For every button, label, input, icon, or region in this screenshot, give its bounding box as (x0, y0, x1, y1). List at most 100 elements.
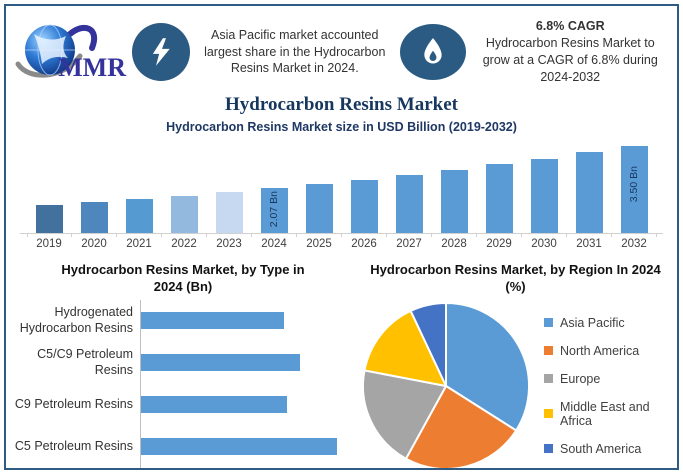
bar-cell-2032: 3.50 Bn (612, 146, 657, 233)
legend-item: Middle East and Africa (544, 400, 677, 428)
bar-cell-2024: 2.07 Bn (252, 188, 297, 233)
legend-item: Asia Pacific (544, 316, 677, 330)
year-label-2027: 2027 (387, 234, 432, 256)
legend-swatch-icon (544, 444, 553, 454)
type-label: Hydrogenated Hydrocarbon Resins (19, 305, 133, 335)
type-bar-track (140, 425, 354, 468)
year-label-2029: 2029 (477, 234, 522, 256)
region-legend: Asia Pacific North America Europe Middle Ea… (534, 302, 677, 468)
callout-market-share: Asia Pacific market accounted largest sh… (196, 27, 394, 78)
bar-2022 (170, 196, 198, 233)
bar-cell-2023 (207, 192, 252, 233)
mmr-logo: MMR (14, 14, 126, 91)
type-label: C9 Petroleum Resins (14, 396, 133, 411)
logo-text: MMR (58, 52, 126, 82)
year-label-2019: 2019 (26, 234, 72, 256)
type-bar-track (140, 341, 354, 384)
year-label-2023: 2023 (207, 234, 252, 256)
bar-2030 (530, 159, 558, 233)
type-label: C5/C9 Petroleum Resins (37, 347, 133, 377)
pie-slice-middle-east-and-africa (363, 309, 447, 387)
type-bar (141, 438, 337, 456)
bar-cell-2021 (117, 199, 162, 233)
bar-cell-2030 (522, 159, 567, 233)
callout-share-text: Asia Pacific market accounted largest sh… (204, 27, 386, 76)
flame-icon (399, 24, 466, 80)
type-row: C5/C9 Petroleum Resins (12, 341, 354, 384)
market-size-bars: 2.07 Bn 3.50 Bn (20, 136, 663, 234)
bar-cell-2025 (297, 184, 342, 233)
type-row: Hydrogenated Hydrocarbon Resins (12, 299, 354, 342)
bar-2019 (35, 205, 63, 233)
bar-cell-2029 (477, 164, 522, 233)
bottom-charts: Hydrocarbon Resins Market, by Type in 20… (6, 260, 677, 468)
type-bar (141, 396, 287, 414)
lightning-icon (132, 23, 190, 81)
pie-slice-south-america (409, 301, 447, 387)
legend-label: Europe (560, 371, 601, 386)
type-bar-track (140, 383, 354, 426)
bar-2024: 2.07 Bn (260, 188, 288, 233)
bar-2028 (440, 170, 468, 233)
type-label: C5 Petroleum Resins (14, 438, 133, 453)
year-label-2021: 2021 (117, 234, 162, 256)
lightning-bolt-glyph (152, 38, 170, 66)
legend-swatch-icon (544, 318, 553, 328)
year-label-2025: 2025 (297, 234, 342, 256)
legend-label: Middle East and Africa (560, 399, 650, 428)
legend-item: Europe (544, 372, 677, 386)
year-label-2026: 2026 (342, 234, 387, 256)
bar-cell-2027 (387, 175, 432, 233)
type-bar (141, 312, 284, 330)
bar-cell-2022 (162, 196, 207, 233)
type-row: C5 Petroleum Resins (12, 425, 354, 468)
year-label-2031: 2031 (567, 234, 612, 256)
flame-glyph (423, 38, 442, 64)
page-title: Hydrocarbon Resins Market (225, 94, 458, 115)
market-size-year-axis: 2019 2020 2021 2022 2023 2024 2025 2026 2027 2028… (20, 234, 663, 256)
bar-2026 (350, 180, 378, 233)
year-label-2032: 2032 (612, 234, 657, 256)
year-label-2020: 2020 (72, 234, 117, 256)
market-size-chart: Hydrocarbon Resins Market size in USD Bi… (20, 120, 663, 256)
bar-2027 (395, 175, 423, 233)
legend-label: North America (560, 343, 640, 358)
region-chart-title: Hydrocarbon Resins Market, by Region In … (370, 262, 661, 294)
legend-item: North America (544, 344, 677, 358)
bar-2032: 3.50 Bn (620, 146, 648, 233)
legend-swatch-icon (544, 346, 553, 356)
legend-swatch-icon (544, 374, 553, 384)
pie-slice-north-america (405, 384, 518, 468)
year-label-2024: 2024 (252, 234, 297, 256)
globe-icon (15, 24, 97, 78)
bar-cell-2020 (72, 202, 117, 233)
type-bar-track (140, 299, 354, 342)
bar-cell-2031 (567, 152, 612, 233)
legend-label: South America (560, 441, 642, 456)
bar-data-label-2024: 2.07 Bn (268, 191, 280, 228)
type-row: C9 Petroleum Resins (12, 383, 354, 426)
pie-slice-europe (362, 369, 447, 460)
legend-item: South America (544, 442, 677, 456)
legend-label: Asia Pacific (560, 315, 625, 330)
header: MMR Asia Pacific market accounted larges… (6, 6, 677, 92)
type-chart: Hydrocarbon Resins Market, by Type in 20… (6, 260, 354, 468)
cagr-title: 6.8% CAGR (535, 19, 605, 34)
legend-swatch-icon (544, 409, 553, 419)
callout-cagr: 6.8% CAGR Hydrocarbon Resins Market to g… (472, 18, 670, 86)
cagr-text: Hydrocarbon Resins Market to grow at a C… (482, 36, 658, 84)
bar-2020 (80, 202, 108, 233)
bar-2025 (305, 184, 333, 233)
region-pie-row: Asia Pacific North America Europe Middle Ea… (354, 300, 677, 468)
bar-2021 (125, 199, 153, 233)
region-chart: Hydrocarbon Resins Market, by Region In … (354, 260, 677, 468)
bar-2029 (485, 164, 513, 233)
infographic-frame: MMR Asia Pacific market accounted larges… (4, 4, 679, 470)
bar-cell-2028 (432, 170, 477, 233)
market-size-chart-title: Hydrocarbon Resins Market size in USD Bi… (166, 120, 517, 134)
year-label-2030: 2030 (522, 234, 567, 256)
bar-data-label-2032: 3.50 Bn (628, 166, 640, 203)
year-label-2022: 2022 (162, 234, 207, 256)
type-bar (141, 354, 300, 372)
bar-cell-2019 (27, 205, 72, 233)
